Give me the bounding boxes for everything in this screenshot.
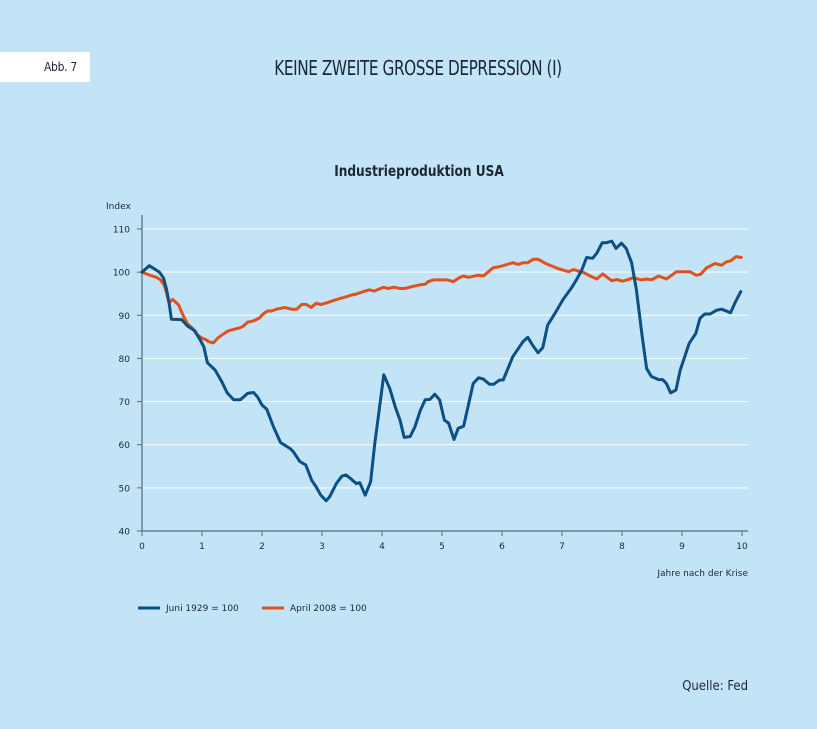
x-tick-label: 0: [139, 542, 145, 552]
series-line-1: [140, 255, 743, 345]
x-tick-label: 4: [379, 542, 385, 552]
x-tick-label: 2: [259, 542, 265, 552]
series-line-0: [140, 239, 743, 503]
x-tick-label: 10: [736, 542, 748, 552]
legend-label: Juni 1929 = 100: [165, 604, 239, 614]
axes: 40 50 60 70 80 90 100 110 0 1 2 3 4 5 6 7 8 9 10: [113, 215, 748, 552]
x-tick-label: 6: [499, 542, 505, 552]
y-tick-label: 80: [119, 355, 131, 365]
headline: KEINE ZWEITE GROSSE DEPRESSION (I): [274, 56, 562, 80]
y-tick-label: 50: [119, 484, 131, 494]
x-axis-label: Jahre nach der Krise: [656, 569, 748, 579]
y-tick-label: 60: [119, 441, 131, 451]
legend-label: April 2008 = 100: [290, 604, 367, 614]
y-tick-label: 70: [119, 398, 131, 408]
x-tick-label: 5: [439, 542, 445, 552]
x-tick-label: 7: [559, 542, 565, 552]
y-tick-label: 110: [113, 226, 130, 236]
x-tick-label: 1: [199, 542, 205, 552]
x-tick-label: 9: [679, 542, 685, 552]
x-tick-label: 3: [319, 542, 325, 552]
series-lines: [140, 239, 743, 503]
chart-title: Industrieproduktion USA: [334, 162, 504, 180]
figure-label: Abb. 7: [0, 52, 90, 82]
y-axis-label: Index: [106, 202, 131, 212]
gridlines: [142, 228, 748, 489]
source-note: Quelle: Fed: [682, 679, 748, 694]
legend: Juni 1929 = 100 April 2008 = 100: [138, 604, 367, 614]
x-tick-label: 8: [619, 542, 625, 552]
y-tick-label: 90: [119, 312, 131, 322]
y-tick-label: 40: [119, 528, 131, 538]
y-tick-label: 100: [113, 269, 130, 279]
